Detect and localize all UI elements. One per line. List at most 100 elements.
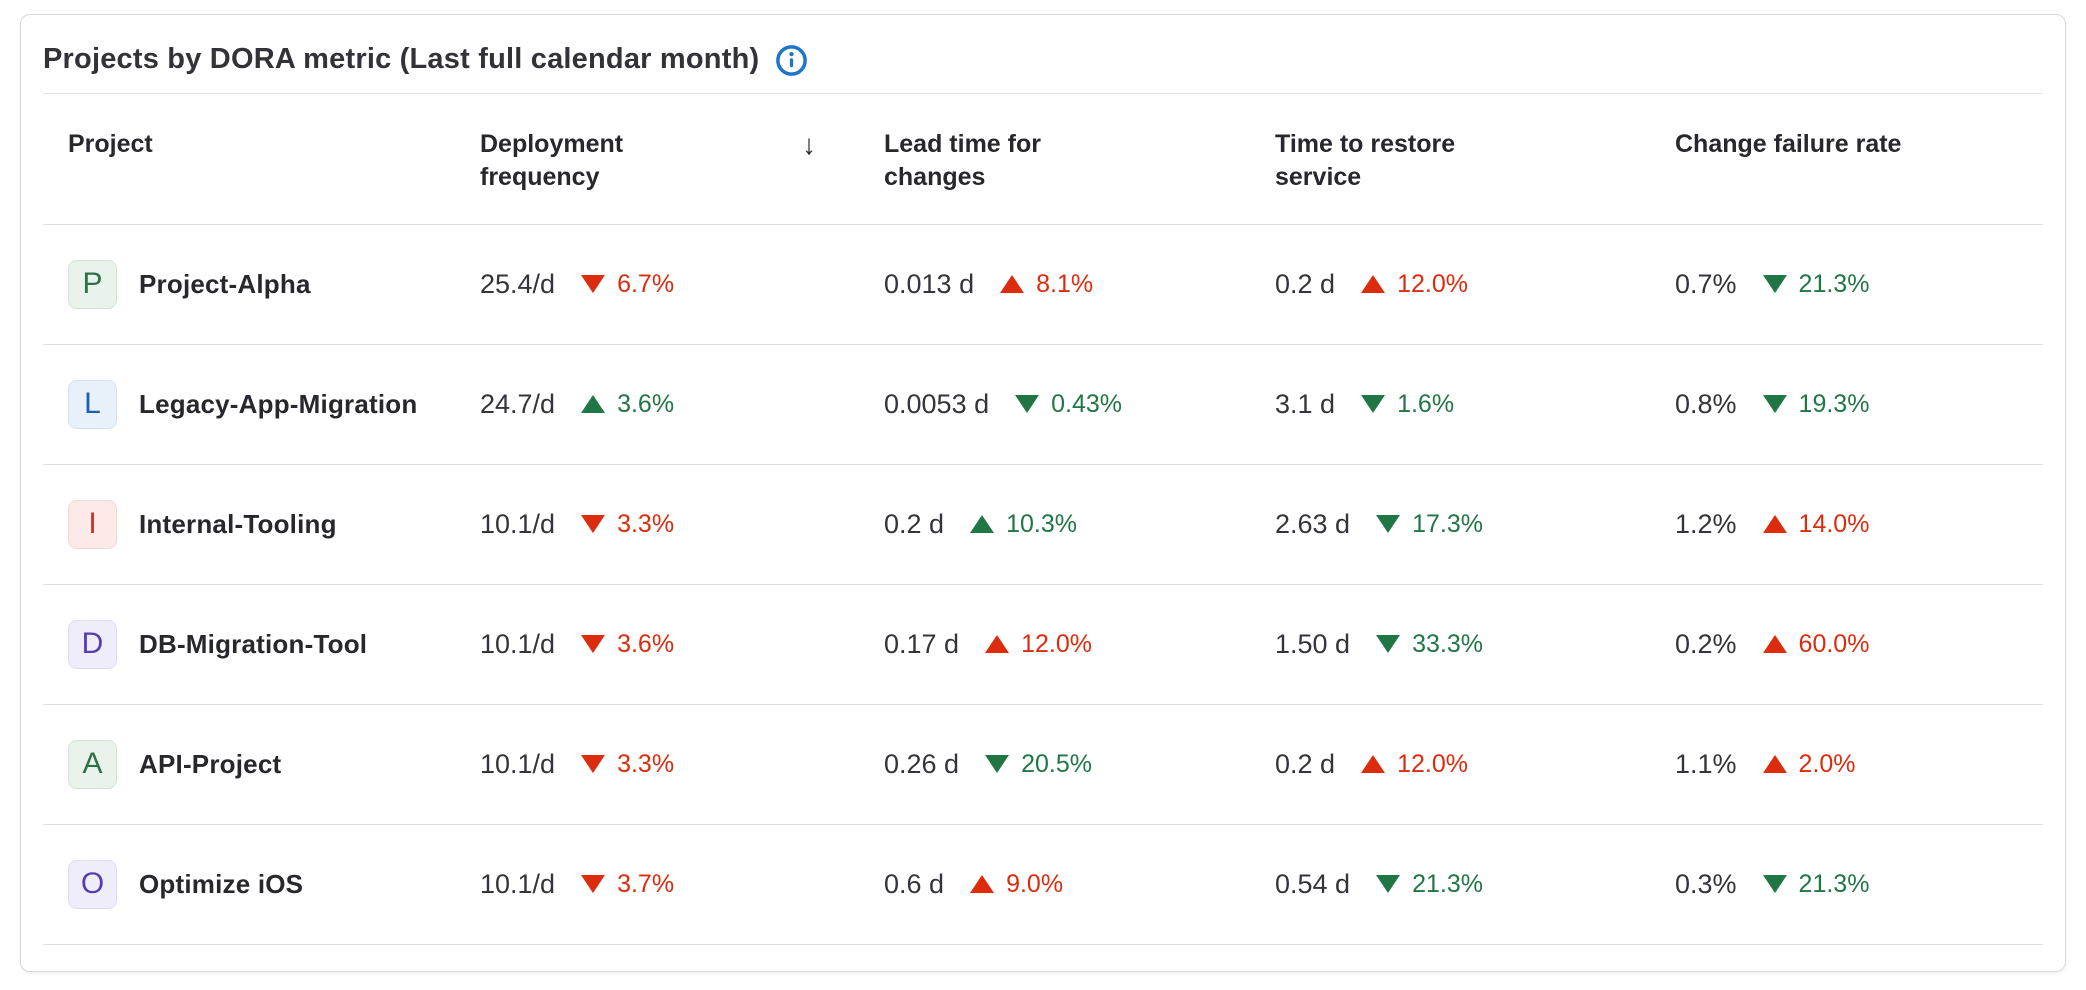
- trend-percent: 9.0%: [1006, 869, 1064, 898]
- trend-percent: 12.0%: [1397, 269, 1468, 298]
- project-avatar: A: [68, 739, 117, 789]
- trend-indicator: 21.3%: [1762, 270, 1869, 299]
- column-header-lead-time[interactable]: Lead time for changes: [884, 94, 1275, 225]
- metric-value: 10.1/d: [480, 508, 556, 539]
- trend-arrow-icon: [1762, 635, 1787, 653]
- trend-arrow-icon: [581, 515, 606, 533]
- trend-arrow-icon: [581, 395, 606, 413]
- table-row: L Legacy-App-Migration 24.7/d 3.6%: [43, 344, 2043, 465]
- trend-arrow-icon: [970, 515, 995, 533]
- metric-cell-deployment-frequency: 10.1/d 3.6%: [480, 584, 884, 705]
- trend-arrow-icon: [985, 755, 1010, 773]
- metric-cell-change-failure-rate: 1.2% 14.0%: [1675, 464, 2043, 585]
- metric-value: 0.2 d: [1275, 268, 1336, 299]
- trend-indicator: 3.3%: [581, 510, 674, 539]
- trend-indicator: 10.3%: [970, 510, 1077, 539]
- metric-value: 10.1/d: [480, 748, 556, 779]
- project-avatar: L: [68, 379, 117, 429]
- metric-value: 0.8%: [1675, 388, 1737, 419]
- avatar-letter: L: [84, 387, 101, 420]
- avatar-letter: A: [82, 747, 103, 780]
- trend-percent: 3.6%: [617, 389, 675, 418]
- metric-value: 0.17 d: [884, 628, 960, 659]
- trend-arrow-icon: [1762, 875, 1787, 893]
- trend-arrow-icon: [985, 635, 1010, 653]
- metric-value: 2.63 d: [1275, 508, 1351, 539]
- dora-metrics-table: Project Deployment frequency ↓ Lead time…: [43, 94, 2043, 945]
- metric-value: 0.0053 d: [884, 388, 990, 419]
- trend-arrow-icon: [1361, 395, 1386, 413]
- project-name-link[interactable]: Internal-Tooling: [139, 508, 337, 539]
- trend-percent: 3.3%: [617, 749, 675, 778]
- column-label: Time to restore service: [1275, 130, 1456, 191]
- trend-percent: 1.6%: [1397, 389, 1455, 418]
- trend-arrow-icon: [581, 635, 606, 653]
- project-avatar: I: [68, 499, 117, 549]
- table-row: I Internal-Tooling 10.1/d 3.3%: [43, 464, 2043, 585]
- panel-header: Projects by DORA metric (Last full calen…: [43, 15, 2043, 94]
- trend-percent: 3.6%: [617, 629, 675, 658]
- trend-arrow-icon: [1000, 275, 1025, 293]
- metric-value: 1.50 d: [1275, 628, 1351, 659]
- project-cell: O Optimize iOS: [43, 824, 480, 945]
- sort-descending-icon[interactable]: ↓: [802, 129, 816, 160]
- trend-arrow-icon: [1762, 515, 1787, 533]
- trend-indicator: 21.3%: [1762, 870, 1869, 899]
- metric-value: 0.26 d: [884, 748, 960, 779]
- trend-percent: 8.1%: [1036, 269, 1094, 298]
- project-name-link[interactable]: Project-Alpha: [139, 268, 311, 299]
- trend-arrow-icon: [1361, 275, 1386, 293]
- trend-arrow-icon: [1376, 635, 1401, 653]
- project-cell: L Legacy-App-Migration: [43, 344, 480, 465]
- trend-arrow-icon: [1762, 275, 1787, 293]
- table-row: O Optimize iOS 10.1/d 3.7% 0.: [43, 824, 2043, 945]
- trend-percent: 21.3%: [1412, 869, 1483, 898]
- trend-percent: 12.0%: [1397, 749, 1468, 778]
- trend-indicator: 3.7%: [581, 870, 674, 899]
- metric-value: 0.2 d: [1275, 748, 1336, 779]
- metric-cell-lead-time: 0.17 d 12.0%: [884, 584, 1275, 705]
- trend-indicator: 17.3%: [1376, 510, 1483, 539]
- metric-cell-lead-time: 0.013 d 8.1%: [884, 224, 1275, 345]
- trend-indicator: 6.7%: [581, 270, 674, 299]
- column-header-change-failure-rate[interactable]: Change failure rate: [1675, 94, 2043, 225]
- project-name-link[interactable]: API-Project: [139, 748, 282, 779]
- project-name-link[interactable]: Legacy-App-Migration: [139, 388, 418, 419]
- trend-percent: 0.43%: [1051, 389, 1122, 418]
- metric-cell-lead-time: 0.2 d 10.3%: [884, 464, 1275, 585]
- metric-cell-change-failure-rate: 1.1% 2.0%: [1675, 704, 2043, 825]
- metric-value: 25.4/d: [480, 268, 556, 299]
- avatar-letter: P: [82, 267, 103, 300]
- column-header-project[interactable]: Project: [43, 94, 480, 225]
- metric-value: 0.7%: [1675, 268, 1737, 299]
- metric-value: 3.1 d: [1275, 388, 1336, 419]
- metric-cell-deployment-frequency: 10.1/d 3.3%: [480, 704, 884, 825]
- avatar-letter: D: [81, 627, 104, 660]
- column-header-time-to-restore[interactable]: Time to restore service: [1275, 94, 1675, 225]
- metric-value: 10.1/d: [480, 868, 556, 899]
- trend-arrow-icon: [1762, 395, 1787, 413]
- metric-cell-change-failure-rate: 0.7% 21.3%: [1675, 224, 2043, 345]
- trend-indicator: 2.0%: [1762, 750, 1856, 779]
- trend-indicator: 1.6%: [1361, 390, 1454, 419]
- project-name-link[interactable]: DB-Migration-Tool: [139, 628, 368, 659]
- project-name-link[interactable]: Optimize iOS: [139, 868, 304, 899]
- info-icon[interactable]: [775, 44, 808, 77]
- avatar-letter: O: [80, 867, 105, 900]
- column-header-deployment-frequency[interactable]: Deployment frequency ↓: [480, 94, 884, 225]
- trend-arrow-icon: [1015, 395, 1040, 413]
- metric-value: 0.3%: [1675, 868, 1737, 899]
- column-label: Change failure rate: [1675, 130, 1902, 158]
- trend-indicator: 12.0%: [1361, 750, 1468, 779]
- trend-indicator: 20.5%: [985, 750, 1092, 779]
- trend-indicator: 12.0%: [985, 630, 1092, 659]
- metric-value: 1.1%: [1675, 748, 1737, 779]
- metric-value: 0.6 d: [884, 868, 945, 899]
- metric-value: 0.2 d: [884, 508, 945, 539]
- trend-percent: 14.0%: [1798, 509, 1870, 538]
- metric-cell-deployment-frequency: 10.1/d 3.7%: [480, 824, 884, 945]
- trend-indicator: 60.0%: [1762, 630, 1869, 659]
- metric-value: 0.013 d: [884, 268, 975, 299]
- table-row: P Project-Alpha 25.4/d 6.7% 0: [43, 224, 2043, 345]
- trend-indicator: 3.6%: [581, 390, 674, 419]
